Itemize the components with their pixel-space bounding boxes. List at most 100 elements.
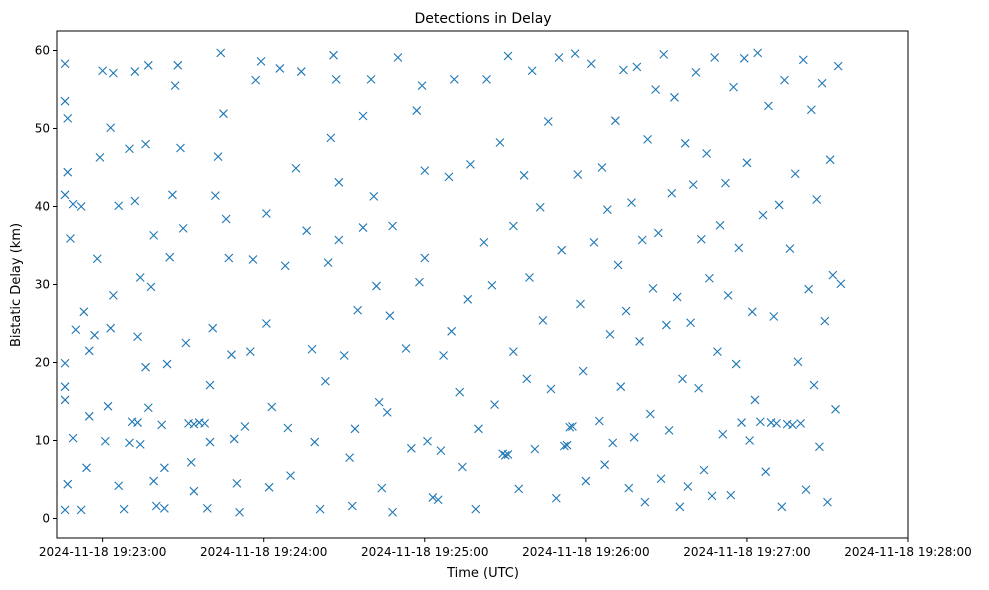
data-point [788, 420, 797, 430]
data-point [702, 149, 712, 158]
data-point [538, 315, 548, 325]
data-point [114, 481, 124, 491]
data-point [723, 291, 733, 300]
data-point [503, 450, 513, 459]
data-point [224, 253, 234, 263]
data-point [146, 282, 156, 292]
data-point [159, 463, 169, 473]
data-point [103, 401, 113, 411]
data-point [600, 460, 610, 470]
data-point [135, 273, 145, 282]
data-point [546, 384, 556, 394]
data-point [374, 397, 384, 407]
data-point [750, 395, 760, 405]
data-point [449, 74, 459, 84]
data-point [487, 280, 497, 290]
data-point [339, 351, 349, 360]
data-point [495, 138, 505, 147]
data-point [707, 491, 717, 501]
y-tick-label: 10 [35, 434, 50, 448]
data-point [825, 155, 835, 165]
data-point [372, 281, 381, 291]
data-point [227, 350, 236, 360]
data-point [632, 62, 642, 72]
data-points-layer [60, 48, 846, 517]
data-point [836, 279, 846, 289]
data-point [790, 169, 800, 179]
data-point [691, 67, 701, 77]
data-point [423, 436, 432, 446]
y-tick-label: 60 [35, 44, 50, 58]
data-point [739, 53, 749, 63]
data-point [159, 503, 169, 513]
data-point [597, 163, 607, 172]
data-point [570, 49, 580, 59]
data-point [125, 438, 134, 448]
data-point [202, 503, 212, 513]
data-point [656, 474, 666, 484]
data-point [412, 106, 422, 115]
data-point [125, 144, 134, 154]
data-point [216, 48, 226, 58]
data-point [444, 172, 454, 182]
data-point [267, 402, 277, 412]
data-point [645, 409, 655, 419]
data-point [562, 440, 572, 450]
data-point [643, 135, 652, 144]
data-point [439, 351, 448, 360]
data-point [415, 277, 424, 287]
data-point [176, 143, 185, 153]
data-point [463, 294, 473, 304]
data-point [369, 191, 379, 201]
data-point [474, 424, 483, 434]
data-point [433, 495, 443, 505]
data-point [353, 305, 363, 315]
data-point [726, 490, 736, 500]
data-point [755, 417, 765, 427]
data-point [170, 81, 180, 90]
data-point [141, 139, 150, 149]
data-point [358, 223, 368, 232]
data-point [731, 359, 741, 369]
data-point [667, 188, 677, 198]
data-point [479, 237, 489, 247]
data-point [619, 65, 628, 75]
data-point [613, 260, 623, 270]
data-point [653, 228, 663, 238]
data-point [264, 482, 274, 492]
data-point [694, 383, 703, 393]
data-point [388, 221, 397, 231]
plot-area-frame [56, 30, 909, 539]
data-point [135, 440, 145, 449]
data-point [280, 261, 290, 271]
data-point [345, 453, 355, 463]
data-point [581, 476, 591, 486]
data-point [98, 66, 108, 76]
y-axis-ticks: 0 10 20 30 40 50 60 [35, 44, 57, 526]
data-point [772, 418, 781, 428]
data-point [221, 214, 231, 224]
data-point [79, 307, 89, 317]
data-point [108, 291, 118, 300]
data-point [522, 374, 532, 384]
data-point [651, 85, 661, 94]
data-point [554, 53, 564, 62]
data-point [737, 418, 746, 427]
data-point [482, 74, 491, 84]
data-point [704, 273, 714, 283]
data-point [525, 273, 534, 282]
data-point [635, 337, 644, 346]
data-point [245, 347, 255, 356]
data-point [820, 316, 830, 326]
data-point [334, 235, 344, 245]
data-point [133, 418, 142, 427]
data-point [833, 61, 843, 71]
data-point [796, 418, 806, 428]
x-tick-label: 2024-11-18 19:27:00 [683, 545, 810, 559]
data-point [165, 252, 175, 262]
data-point [688, 180, 698, 190]
data-point [60, 96, 70, 106]
data-point [100, 436, 110, 446]
x-axis-ticks: 2024-11-18 19:23:00 2024-11-18 19:24:00 20… [39, 538, 972, 559]
data-point [141, 362, 150, 372]
